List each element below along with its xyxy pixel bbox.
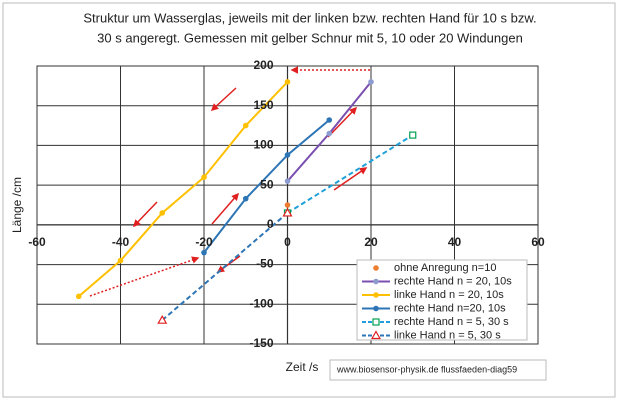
source: www.biosensor-physik.de flussfaeden-diag… [336, 364, 517, 374]
x-tick-label: 40 [448, 235, 462, 249]
marker [117, 257, 124, 264]
x-tick-label: -20 [195, 235, 213, 249]
marker [409, 131, 417, 139]
chart-title: Struktur um Wasserglas, jeweils mit der … [83, 10, 536, 25]
series-line [78, 81, 289, 298]
marker [157, 314, 168, 324]
marker [284, 178, 291, 184]
y-axis-label: Länge /cm [10, 177, 24, 233]
x-axis-label: Zeit /s [286, 360, 319, 374]
y-tick-label: -50 [256, 257, 274, 271]
chart-title: 30 s angeregt. Gemessen mit gelber Schnu… [97, 30, 523, 45]
legend-box [356, 259, 528, 341]
marker [373, 305, 379, 312]
series-line [286, 134, 414, 214]
source-box [329, 359, 547, 381]
marker [372, 318, 380, 326]
legend-label: ohne Anregung n=10 [394, 262, 496, 274]
y-tick-label: 0 [267, 217, 274, 231]
marker [201, 249, 207, 256]
marker [373, 265, 379, 271]
marker [284, 152, 291, 158]
marker [326, 117, 333, 123]
annotation-arrows [89, 66, 370, 297]
marker [282, 207, 293, 217]
series-line [203, 119, 330, 254]
marker [373, 292, 379, 298]
marker [75, 293, 82, 300]
legend-label: rechte Hand n = 5, 30 s [394, 316, 509, 328]
series-line [161, 212, 289, 321]
x-tick-label: 20 [364, 235, 378, 249]
marker [159, 210, 166, 216]
marker [284, 79, 291, 85]
legend-label: linke Hand n = 20, 10s [394, 289, 504, 301]
plot-border [36, 65, 539, 345]
legend-label: rechte Hand n=20, 10s [394, 302, 506, 314]
x-tick-label: 60 [531, 235, 545, 249]
marker [373, 278, 379, 285]
y-tick-label: 100 [253, 138, 273, 152]
marker [284, 202, 291, 208]
y-tick-label: 150 [253, 98, 273, 112]
x-tick-label: -40 [112, 235, 130, 249]
x-tick-label: 0 [284, 235, 291, 249]
marker [370, 330, 382, 340]
marker [368, 79, 374, 85]
marker [242, 195, 249, 202]
x-tick-label: -60 [28, 235, 46, 249]
marker [242, 122, 249, 129]
legend-label: linke Hand n = 5, 30 s [394, 329, 501, 341]
marker [326, 130, 333, 137]
data-layer [75, 79, 417, 324]
y-tick-label: -150 [249, 336, 273, 350]
legend-label: rechte Hand n = 20, 10s [394, 275, 512, 287]
y-tick-label: 200 [253, 58, 273, 72]
y-tick-label: -100 [249, 296, 273, 310]
y-tick-label: 50 [260, 177, 274, 191]
marker [201, 174, 207, 180]
